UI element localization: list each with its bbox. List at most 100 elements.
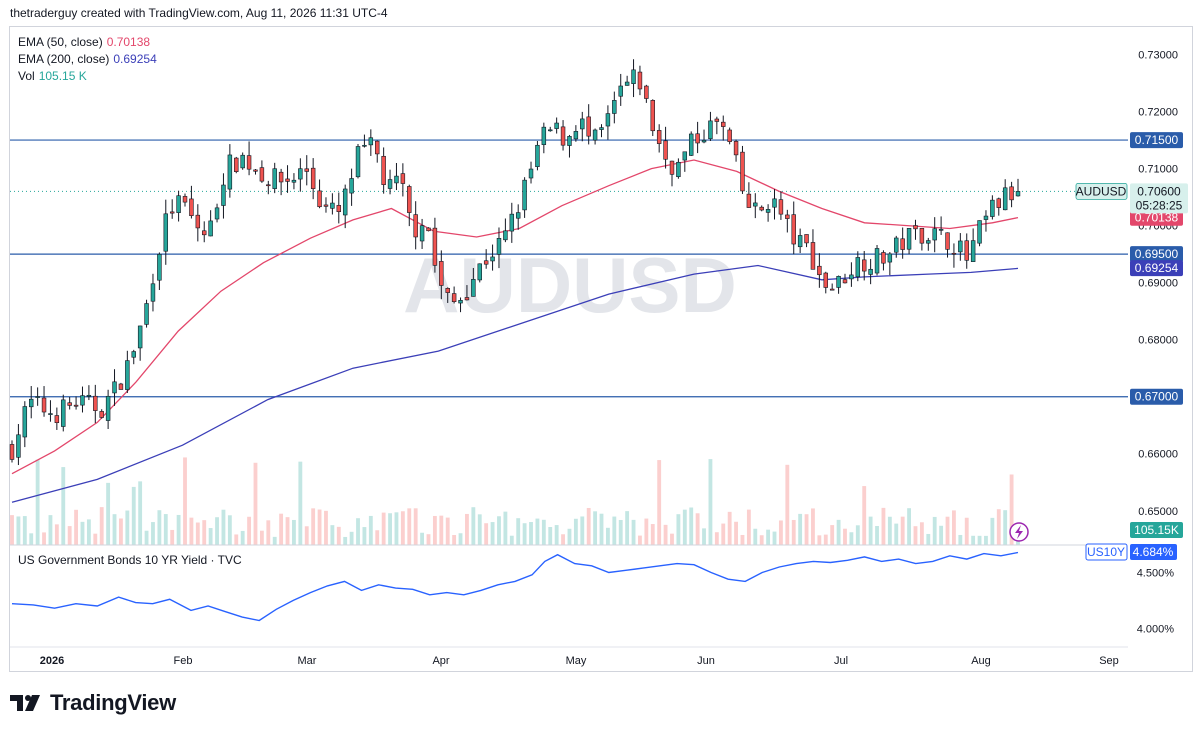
candle-body[interactable]	[125, 360, 130, 390]
candle-body[interactable]	[189, 198, 194, 216]
candle-body[interactable]	[823, 272, 828, 288]
candle-body[interactable]	[746, 193, 752, 208]
candle-body[interactable]	[682, 151, 688, 161]
candle-body[interactable]	[73, 404, 79, 407]
candle-body[interactable]	[400, 173, 406, 184]
candle-body[interactable]	[612, 100, 617, 114]
candle-body[interactable]	[913, 225, 918, 230]
candle-body[interactable]	[490, 256, 495, 262]
candle-body[interactable]	[349, 178, 354, 194]
candle-body[interactable]	[554, 122, 559, 129]
candle-body[interactable]	[938, 229, 944, 231]
candle-body[interactable]	[548, 129, 553, 132]
indicator-title[interactable]: US Government Bonds 10 YR Yield · TVC	[18, 553, 242, 567]
candle-body[interactable]	[144, 303, 149, 325]
candle-body[interactable]	[99, 411, 104, 418]
candle-body[interactable]	[733, 141, 739, 156]
candle-body[interactable]	[387, 179, 393, 189]
candle-body[interactable]	[669, 160, 675, 175]
candle-body[interactable]	[528, 168, 534, 179]
candle-body[interactable]	[849, 274, 854, 280]
candle-body[interactable]	[926, 240, 931, 244]
candle-body[interactable]	[650, 100, 655, 132]
candle-body[interactable]	[105, 395, 111, 421]
candle-body[interactable]	[567, 136, 572, 146]
candle-body[interactable]	[970, 240, 976, 262]
candle-body[interactable]	[214, 207, 220, 220]
candle-body[interactable]	[637, 71, 643, 90]
candle-body[interactable]	[515, 212, 521, 219]
level-price-tag[interactable]: 0.67000	[1130, 388, 1183, 405]
candle-body[interactable]	[721, 121, 726, 127]
candle-body[interactable]	[259, 167, 265, 182]
candle-body[interactable]	[67, 402, 72, 406]
tradingview-brand[interactable]: TradingView	[10, 690, 176, 716]
level-price-tag[interactable]: 0.69500	[1130, 246, 1183, 263]
candle-body[interactable]	[541, 126, 547, 145]
candle-body[interactable]	[266, 184, 271, 187]
candle-body[interactable]	[958, 240, 963, 253]
candle-body[interactable]	[221, 184, 226, 206]
candle-body[interactable]	[80, 395, 85, 406]
candle-body[interactable]	[496, 238, 502, 255]
candle-body[interactable]	[804, 234, 809, 244]
candle-body[interactable]	[342, 188, 348, 216]
candle-body[interactable]	[791, 214, 796, 245]
candle-body[interactable]	[817, 265, 822, 276]
us10y-tag[interactable]: US10Y 4.684%	[1085, 543, 1177, 561]
candle-body[interactable]	[163, 213, 169, 252]
candle-body[interactable]	[740, 151, 745, 192]
candle-body[interactable]	[317, 190, 322, 208]
legend-vol[interactable]: Vol 105.15 K	[18, 68, 157, 85]
candle-body[interactable]	[932, 228, 937, 241]
candle-body[interactable]	[573, 131, 579, 140]
candle-body[interactable]	[618, 85, 623, 97]
candle-body[interactable]	[887, 253, 893, 263]
candle-body[interactable]	[951, 252, 957, 255]
candle-body[interactable]	[810, 242, 816, 270]
candle-body[interactable]	[483, 260, 489, 265]
candle-body[interactable]	[855, 257, 861, 278]
candle-body[interactable]	[592, 129, 598, 141]
candle-body[interactable]	[407, 186, 412, 213]
candle-body[interactable]	[509, 213, 515, 232]
candle-body[interactable]	[996, 198, 1001, 208]
candle-body[interactable]	[1002, 187, 1008, 211]
candle-body[interactable]	[278, 171, 284, 183]
candle-body[interactable]	[977, 220, 982, 244]
candle-body[interactable]	[41, 397, 47, 413]
candle-body[interactable]	[772, 198, 777, 208]
candle-body[interactable]	[765, 209, 771, 213]
candle-body[interactable]	[445, 287, 450, 293]
candle-body[interactable]	[701, 139, 707, 143]
candle-body[interactable]	[112, 381, 117, 394]
candle-body[interactable]	[945, 232, 950, 250]
candle-body[interactable]	[753, 202, 758, 207]
candle-body[interactable]	[432, 227, 438, 266]
candle-body[interactable]	[336, 205, 342, 212]
candle-body[interactable]	[919, 228, 925, 244]
candle-body[interactable]	[727, 129, 732, 142]
candle-body[interactable]	[169, 211, 175, 214]
candle-body[interactable]	[86, 394, 92, 397]
candle-body[interactable]	[797, 235, 803, 248]
volume-tag[interactable]: 105.15K	[1130, 522, 1183, 538]
candle-body[interactable]	[195, 214, 201, 229]
candle-body[interactable]	[16, 434, 21, 458]
candle-body[interactable]	[355, 146, 361, 178]
candle-body[interactable]	[836, 275, 841, 288]
candle-body[interactable]	[605, 113, 611, 127]
candle-body[interactable]	[708, 120, 713, 140]
candle-body[interactable]	[990, 199, 995, 217]
candle-body[interactable]	[644, 85, 649, 99]
candle-body[interactable]	[714, 118, 720, 122]
ema-price-tag[interactable]: 0.69254	[1130, 260, 1183, 277]
candle-body[interactable]	[426, 227, 431, 232]
candle-body[interactable]	[285, 178, 290, 182]
candle-body[interactable]	[676, 161, 681, 178]
candle-body[interactable]	[451, 293, 457, 303]
candle-body[interactable]	[362, 144, 367, 147]
candle-body[interactable]	[688, 133, 694, 156]
candle-body[interactable]	[560, 126, 566, 146]
